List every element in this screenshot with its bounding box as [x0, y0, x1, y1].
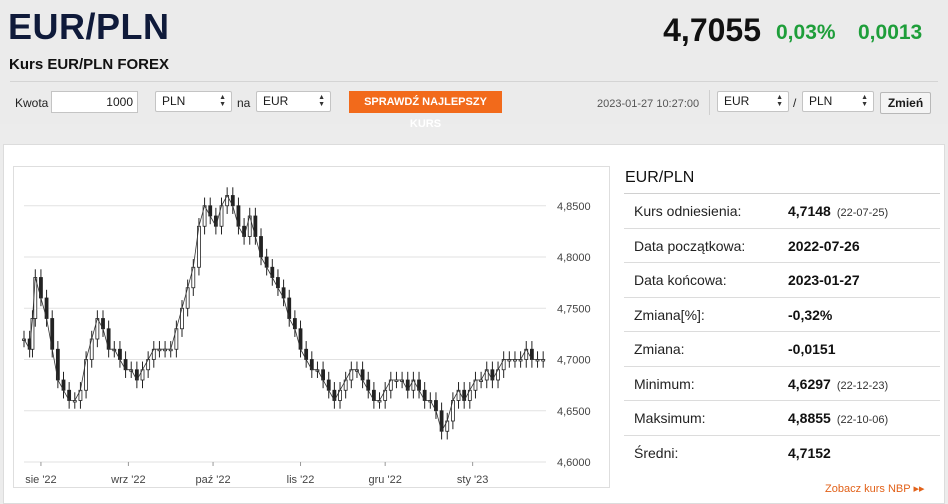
stats-row: Data końcowa: 2023-01-27 — [624, 263, 940, 298]
stats-label: Średni: — [634, 444, 679, 461]
divider — [709, 90, 710, 115]
y-tick-label: 4,8000 — [557, 252, 591, 264]
stats-row: Maksimum: 4,8855 (22-10-06) — [624, 401, 940, 436]
pair-separator: / — [793, 96, 797, 110]
x-tick-label: sty '23 — [457, 474, 488, 486]
amount-label: Kwota — [15, 96, 49, 110]
value-date: (22-10-06) — [836, 414, 889, 426]
stats-row: Minimum: 4,6297 (22-12-23) — [624, 367, 940, 401]
current-rate: 4,7055 — [663, 12, 761, 48]
pair-base-select[interactable]: EUR ▲ ▼ — [717, 91, 789, 112]
pair-quote-select[interactable]: PLN ▲ ▼ — [802, 91, 874, 112]
stats-panel: EUR/PLN Kurs odniesienia: 4,7148 (22-07-2… — [624, 164, 940, 470]
stats-label: Kurs odniesienia: — [634, 203, 742, 219]
y-tick-label: 4,6000 — [557, 457, 591, 469]
stats-row: Zmiana: -0,0151 — [624, 332, 940, 367]
stats-row: Kurs odniesienia: 4,7148 (22-07-25) — [624, 194, 940, 229]
select-arrows-icon: ▲ ▼ — [861, 94, 868, 108]
select-arrows-icon: ▲ ▼ — [318, 94, 325, 108]
chart-canvas: 4,6000 4,6500 4,7000 4,7500 4,8000 4,8500 sie … — [22, 187, 591, 486]
value-text: 4,7148 — [788, 203, 831, 219]
value-date: (22-12-23) — [836, 379, 889, 392]
stats-label: Data początkowa: — [634, 237, 746, 254]
x-tick-label: paź '22 — [195, 474, 230, 486]
amount-input[interactable]: 1000 — [51, 91, 138, 113]
x-tick-label: wrz '22 — [110, 474, 146, 486]
page-title: EUR/PLN — [8, 6, 170, 47]
stats-label: Zmiana[%]: — [634, 306, 705, 323]
stats-label: Maksimum: — [634, 410, 706, 426]
stats-value: 2023-01-27 — [788, 272, 860, 288]
stats-row: Zmiana[%]: -0,32% — [624, 298, 940, 332]
from-currency-value: PLN — [162, 94, 186, 108]
swap-pair-button[interactable]: Zmień — [880, 92, 931, 114]
value-text: 4,6297 — [788, 375, 831, 392]
price-line — [23, 194, 544, 433]
change-percent: 0,03% — [776, 21, 836, 44]
best-rate-button[interactable]: SPRAWDŹ NAJLEPSZY KURS — [349, 91, 502, 130]
stats-value: 4,7148 (22-07-25) — [788, 203, 888, 219]
stats-value: 4,6297 (22-12-23) — [788, 376, 888, 392]
y-tick-label: 4,7000 — [557, 355, 591, 367]
divider — [10, 81, 938, 82]
pair-quote-value: PLN — [809, 94, 833, 108]
y-tick-label: 4,6500 — [557, 406, 591, 418]
x-tick-label: gru '22 — [369, 474, 402, 486]
stats-value: 4,7152 — [788, 444, 831, 461]
stats-value: -0,32% — [788, 306, 833, 323]
stats-value: 4,8855 (22-10-06) — [788, 410, 888, 426]
stats-row: Średni: 4,7152 — [624, 436, 940, 471]
stats-title: EUR/PLN — [624, 164, 940, 194]
to-currency-select[interactable]: EUR ▲ ▼ — [256, 91, 331, 112]
price-chart[interactable]: 4,6000 4,6500 4,7000 4,7500 4,8000 4,8500 sie … — [13, 166, 610, 488]
value-text: 4,8855 — [788, 410, 831, 426]
change-absolute: 0,0013 — [858, 21, 923, 44]
x-tick-label: lis '22 — [287, 474, 315, 486]
stats-value: -0,0151 — [788, 341, 836, 357]
y-tick-label: 4,8500 — [557, 201, 591, 213]
quote-timestamp: 2023-01-27 10:27:00 — [597, 98, 700, 110]
y-tick-label: 4,7500 — [557, 303, 591, 315]
value-date: (22-07-25) — [836, 207, 889, 219]
quote-header: EUR/PLN Kurs EUR/PLN FOREX 4,7055 0,03% … — [0, 0, 948, 130]
select-arrows-icon: ▲ ▼ — [219, 94, 226, 108]
pair-base-value: EUR — [724, 94, 750, 108]
stats-label: Minimum: — [634, 375, 695, 392]
from-currency-select[interactable]: PLN ▲ ▼ — [155, 91, 232, 112]
stats-label: Zmiana: — [634, 341, 685, 357]
stats-row: Data początkowa: 2022-07-26 — [624, 229, 940, 263]
page-subtitle: Kurs EUR/PLN FOREX — [9, 56, 170, 73]
to-label: na — [237, 96, 251, 110]
x-tick-label: sie '22 — [25, 474, 56, 486]
to-currency-value: EUR — [263, 94, 289, 108]
select-arrows-icon: ▲ ▼ — [776, 94, 783, 108]
stats-label: Data końcowa: — [634, 272, 727, 288]
stats-value: 2022-07-26 — [788, 237, 860, 254]
nbp-rate-link[interactable]: Zobacz kurs NBP ▸▸ — [825, 483, 925, 495]
